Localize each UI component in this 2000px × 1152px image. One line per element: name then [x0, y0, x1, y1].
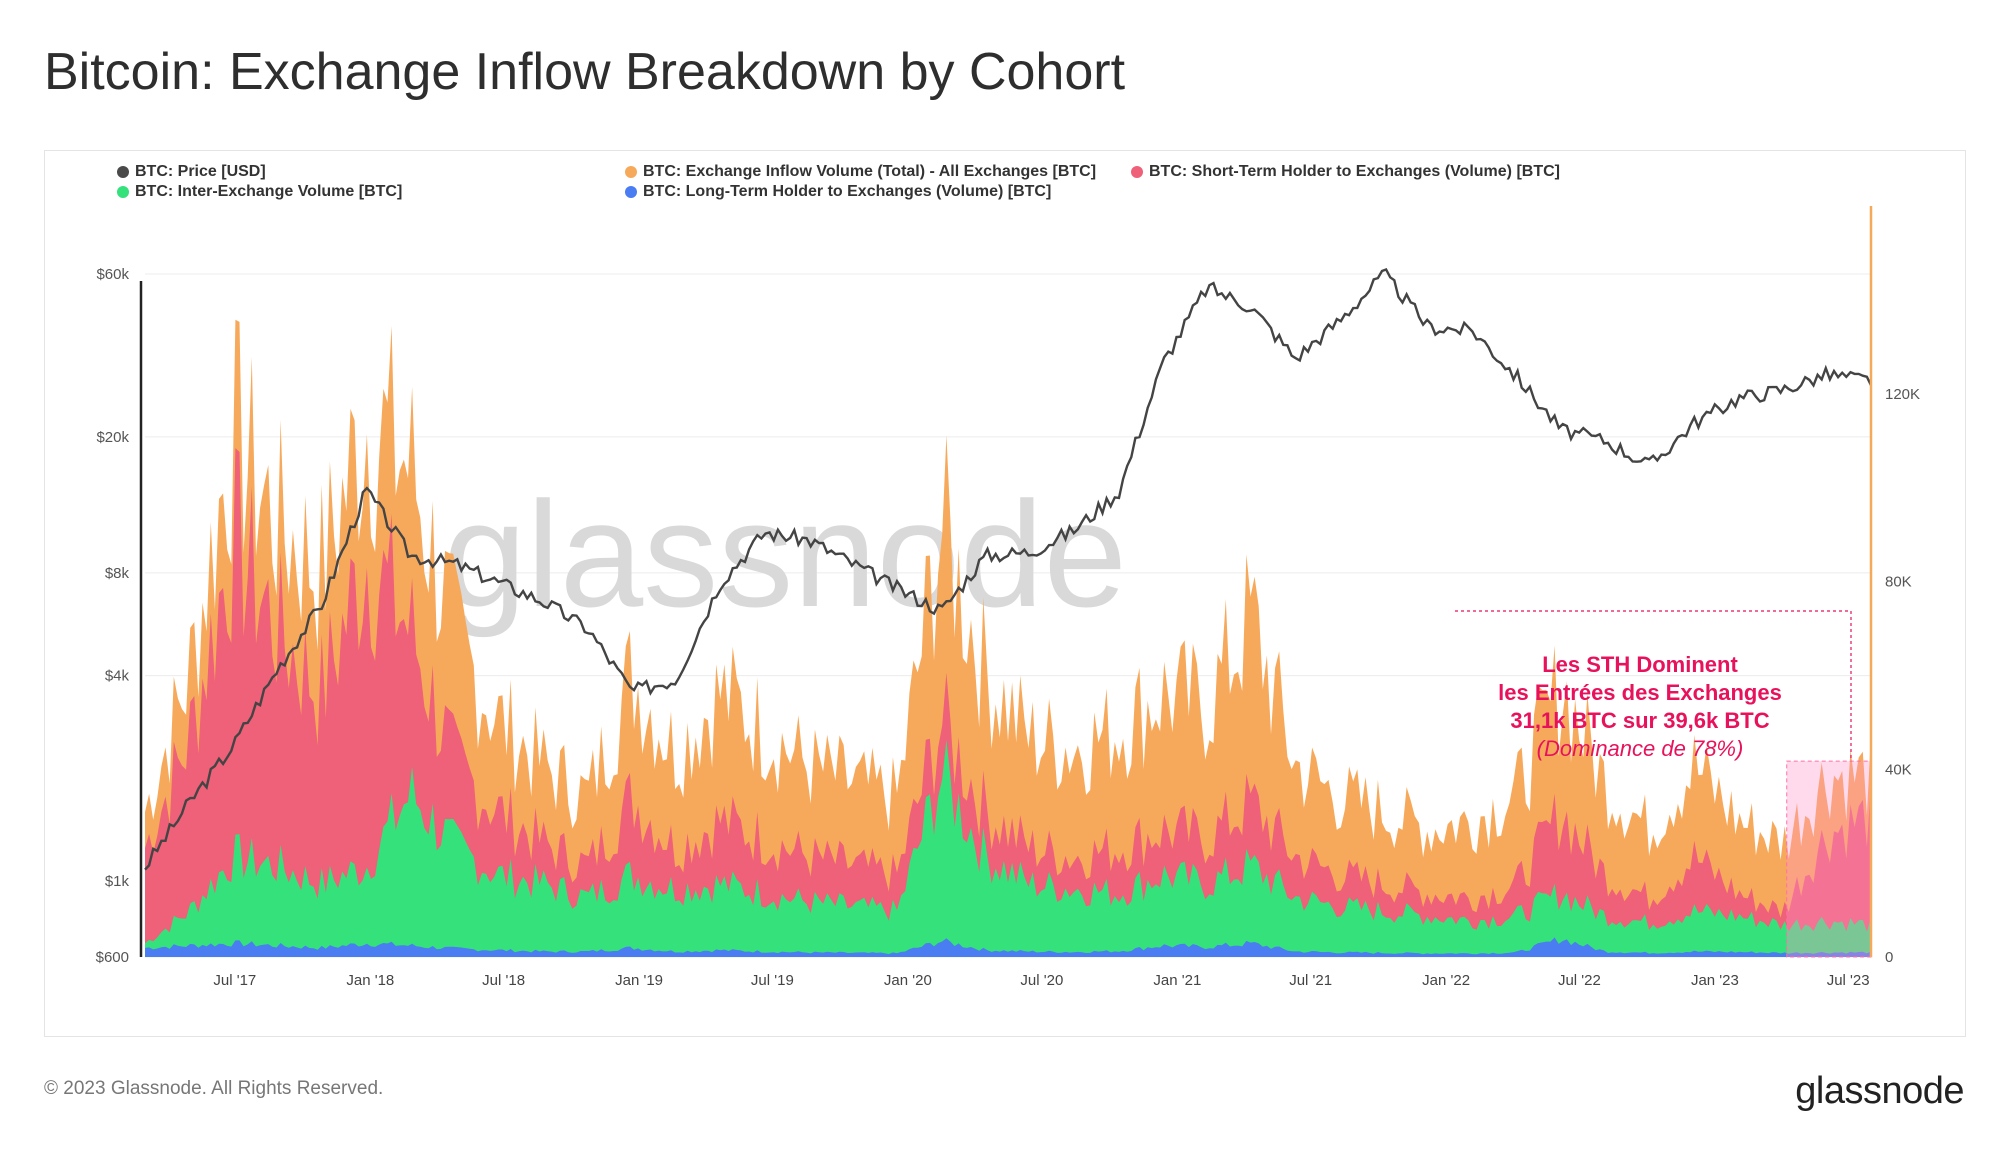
x-tick-label: Jul '22: [1558, 972, 1601, 989]
annotation-line: les Entrées des Exchanges: [1498, 680, 1782, 705]
y-right-tick-label: 40K: [1885, 761, 1912, 778]
legend-dot-icon: [117, 166, 129, 178]
x-tick-label: Jan '20: [884, 972, 932, 989]
chart-panel: glassnode $600 $1k $4k $8k $20k $60k 0 40K 80K 1…: [44, 150, 1966, 1037]
y-left-tick-label: $60k: [96, 266, 129, 283]
x-tick-label: Jul '19: [751, 972, 794, 989]
x-tick-label: Jul '23: [1827, 972, 1870, 989]
legend-lth[interactable]: BTC: Long-Term Holder to Exchanges (Volu…: [625, 183, 1051, 201]
legend-label: BTC: Exchange Inflow Volume (Total) - Al…: [643, 163, 1097, 180]
legend-dot-icon: [625, 186, 637, 198]
x-tick-label: Jul '17: [213, 972, 256, 989]
legend-label: BTC: Inter-Exchange Volume [BTC]: [135, 183, 403, 200]
x-tick-label: Jan '22: [1422, 972, 1470, 989]
annotation-line: (Dominance de 78%): [1536, 736, 1744, 761]
x-tick-label: Jan '18: [346, 972, 394, 989]
y-right-tick-label: 0: [1885, 949, 1893, 966]
legend-label: BTC: Short-Term Holder to Exchanges (Vol…: [1149, 163, 1560, 180]
watermark: glassnode: [443, 470, 1127, 638]
y-left-tick-label: $20k: [96, 429, 129, 446]
area-inter-exchange: [145, 739, 1871, 957]
x-tick-label: Jan '23: [1691, 972, 1739, 989]
y-right-tick-label: 80K: [1885, 574, 1912, 591]
price-line: [144, 268, 1873, 871]
annotation-connector: [1455, 610, 1852, 762]
legend-total-inflow[interactable]: BTC: Exchange Inflow Volume (Total) - Al…: [625, 163, 1096, 181]
x-tick-label: Jan '19: [615, 972, 663, 989]
legend-inter-exchange[interactable]: BTC: Inter-Exchange Volume [BTC]: [117, 183, 402, 201]
legend-price[interactable]: BTC: Price [USD]: [117, 163, 266, 181]
legend-dot-icon: [117, 186, 129, 198]
legend-label: BTC: Price [USD]: [135, 163, 266, 180]
legend-label: BTC: Long-Term Holder to Exchanges (Volu…: [643, 183, 1052, 200]
chart-canvas: glassnode $600 $1k $4k $8k $20k $60k 0 40K 80K 1…: [96, 206, 1920, 989]
x-tick-label: Jan '21: [1153, 972, 1201, 989]
annotation: Les STH Dominent les Entrées des Exchang…: [1425, 651, 1855, 763]
legend-dot-icon: [1131, 166, 1143, 178]
brand-logo: glassnode: [1795, 1070, 1964, 1112]
y-left-tick-label: $8k: [105, 565, 130, 582]
x-tick-label: Jul '20: [1020, 972, 1063, 989]
x-tick-label: Jul '18: [482, 972, 525, 989]
legend-sth[interactable]: BTC: Short-Term Holder to Exchanges (Vol…: [1131, 163, 1560, 181]
y-left-tick-label: $1k: [105, 873, 130, 890]
highlight-box: [1786, 760, 1872, 958]
page-title: Bitcoin: Exchange Inflow Breakdown by Co…: [44, 43, 1126, 101]
annotation-line: 31,1k BTC sur 39,6k BTC: [1510, 708, 1770, 733]
y-right-tick-label: 120K: [1885, 386, 1920, 403]
copyright: © 2023 Glassnode. All Rights Reserved.: [44, 1078, 384, 1099]
y-left-tick-label: $600: [96, 949, 129, 966]
area-lth-inflow: [145, 937, 1871, 957]
legend-dot-icon: [625, 166, 637, 178]
x-tick-label: Jul '21: [1289, 972, 1332, 989]
annotation-line: Les STH Dominent: [1542, 652, 1738, 677]
y-left-tick-label: $4k: [105, 668, 130, 685]
